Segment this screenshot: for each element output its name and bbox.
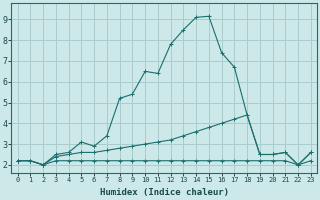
X-axis label: Humidex (Indice chaleur): Humidex (Indice chaleur) [100, 188, 229, 197]
